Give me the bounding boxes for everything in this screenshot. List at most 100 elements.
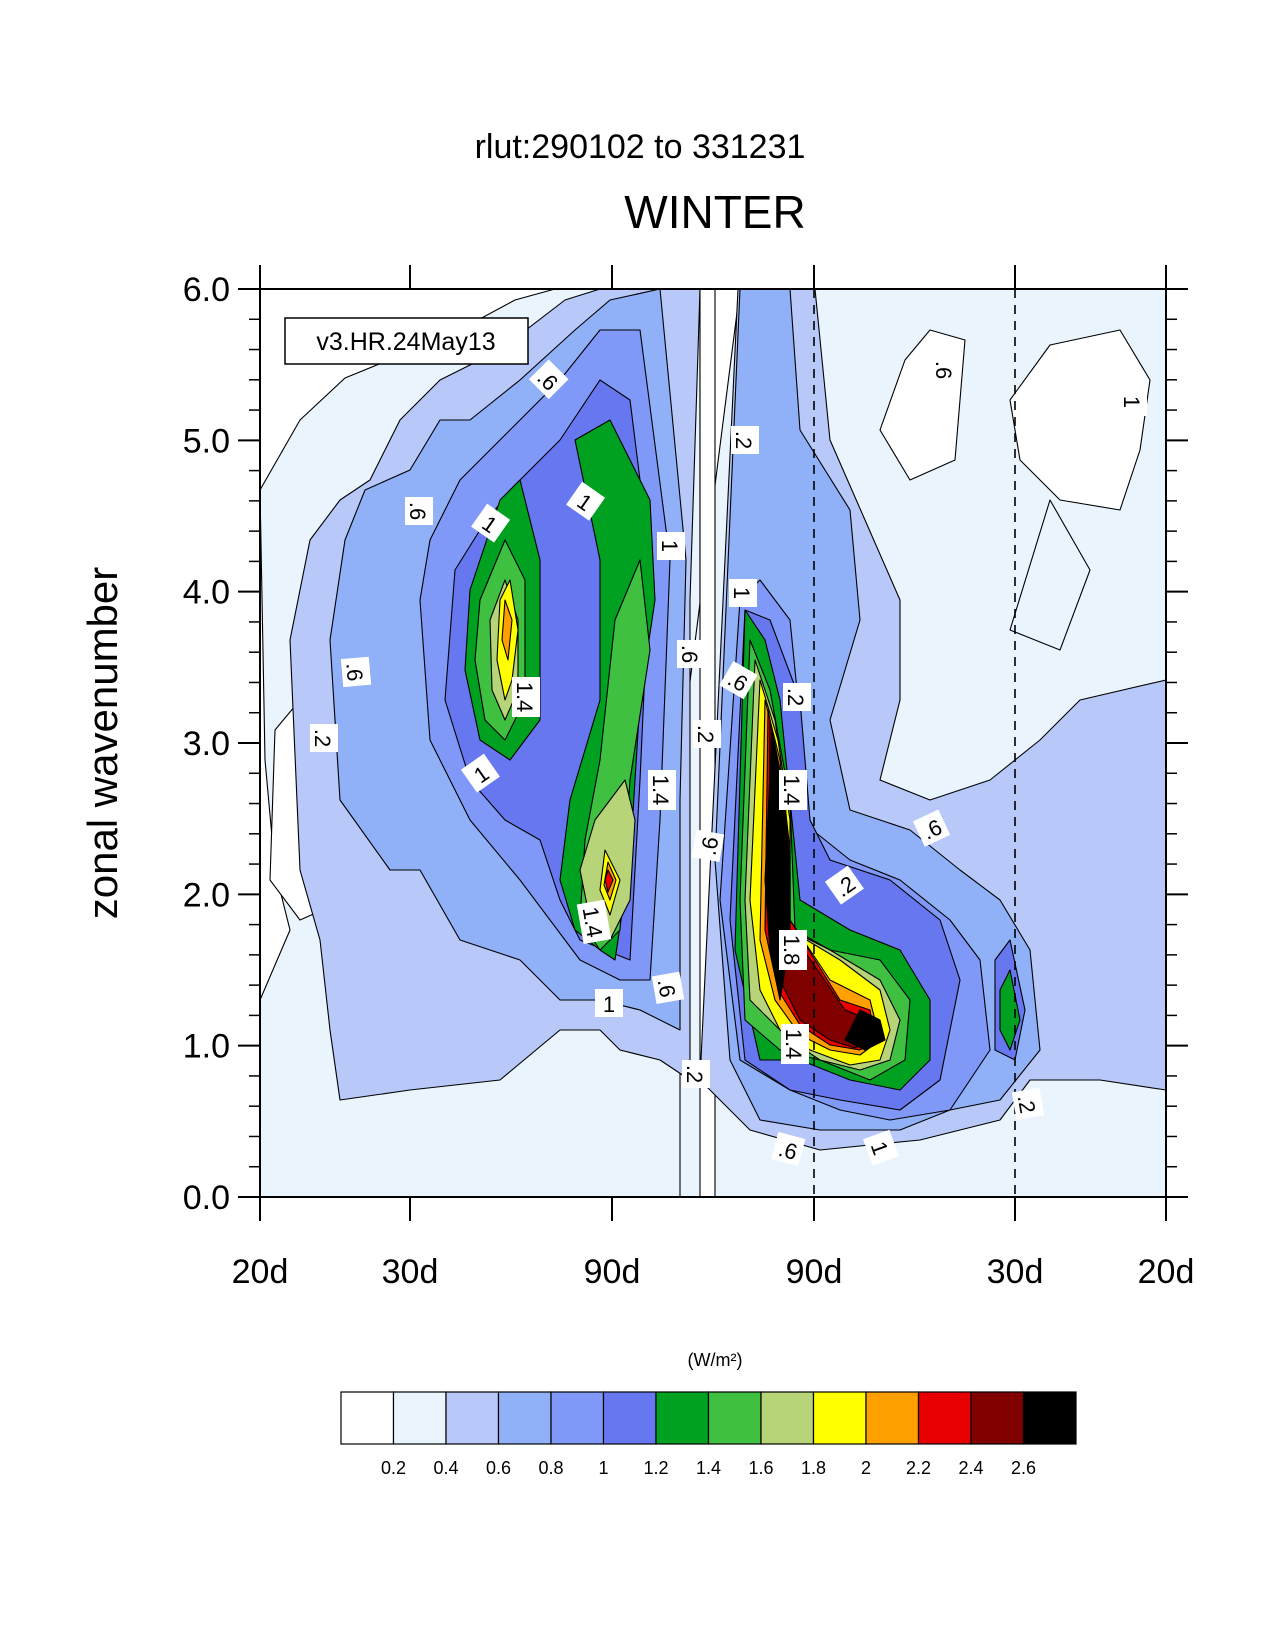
contour-label-text: 1 [729,587,754,599]
contour-label: .6 [912,809,951,847]
x-tick-label: 30d [987,1253,1044,1291]
contour-label-box [648,770,676,810]
contour-label: 1 [595,989,623,1017]
contour-label-box [729,579,757,607]
contour-label: .6 [691,829,725,863]
colorbar-cell [1022,1391,1077,1445]
contour-label-text: 1.4 [648,775,673,806]
contour-label-text: .2 [693,725,718,743]
colorbar-units: (W/m²) [688,1350,743,1370]
contour-label-box [693,720,721,748]
contour-label-box [677,640,705,668]
contour-band [501,599,513,661]
colorbar-tick-label: 1.4 [696,1458,721,1478]
contour-label-box [691,829,725,863]
contour-label-box [771,1131,806,1167]
y-tick-label: 6.0 [183,271,230,309]
contour-label-box [340,656,372,688]
contour-hole [1009,329,1151,511]
contour-hole [1009,499,1091,651]
contour-label-box [682,1060,710,1088]
y-axis: 0.0 1.0 2.0 3.0 4.0 5.0 6.0 [183,271,1188,1217]
y-tick-label: 4.0 [183,574,230,612]
contour-label: 1.4 [576,899,612,944]
colorbar-tick-label: 2.2 [906,1458,931,1478]
x-tick-label: 90d [786,1253,843,1291]
x-tick-label: 20d [232,1253,289,1291]
contour-label: 1.4 [779,770,807,810]
contour-label-box [512,677,540,717]
contour-label-text: .2 [1013,1093,1041,1115]
contour-label-box [576,899,612,944]
y-tick-label: 5.0 [183,422,230,460]
colorbar-cell [497,1391,552,1445]
annotation-text: v3.HR.24May13 [316,328,495,356]
contour-label: .6 [719,661,758,700]
contour-label-text: .6 [341,662,368,682]
contour-label-box [460,753,500,793]
contour-label-box [310,724,338,752]
contour-label-text: 1.4 [578,905,608,939]
contour-label-text: 1.8 [779,935,804,966]
contour-label-text: 1.4 [512,682,537,713]
y-tick-label: 3.0 [183,725,230,763]
contour-label-text: .6 [696,835,724,857]
contour-label: .2 [310,724,338,752]
contour-label-box [595,989,623,1017]
contour-label-box [405,497,433,525]
colorbar-cell [445,1391,500,1445]
colorbar-cell [970,1391,1025,1445]
contour-label: 1.4 [781,1024,809,1064]
annotation-box: v3.HR.24May13 [284,317,529,365]
contour-label-text: .2 [310,729,335,747]
contour-label: .2 [693,720,721,748]
contour-label: 1.8 [779,930,807,970]
colorbar-tick-label: 0.8 [538,1458,563,1478]
y-tick-label: 2.0 [183,876,230,914]
contour-label-text: .2 [682,1065,707,1083]
contour-label-text: 1.4 [779,775,804,806]
contour-label-box [471,503,511,543]
colorbar-tick-label: 1 [598,1458,608,1478]
contour-label-box [931,356,959,384]
contour-label: .6 [405,497,433,525]
contour-label-box [1119,388,1147,416]
contour-band [844,1009,886,1051]
contour-label: 1.4 [648,770,676,810]
y-tick-label: 0.0 [183,1179,230,1217]
colorbar-tick-label: 2 [861,1458,871,1478]
colorbar: 0.2 0.4 0.6 0.8 1 1.2 1.4 1.6 1.8 2 2.2 2.4 2.6 [340,1391,1077,1478]
contour-label: 1.4 [512,677,540,717]
contour-label-box [824,865,864,905]
contour-label: 1 [566,481,606,521]
contour-label-text: 1 [1119,396,1144,408]
colorbar-tick-label: 1.8 [801,1458,826,1478]
colorbar-cell [760,1391,815,1445]
x-tick-label: 30d [382,1253,439,1291]
colorbar-tick-label: 2.6 [1011,1458,1036,1478]
colorbar-tick-label: 1.6 [748,1458,773,1478]
contour-label-box [731,426,759,454]
contour-label-box [912,809,951,847]
contour-label: 1 [460,753,500,793]
contour-label-box [651,971,685,1005]
contour-label-box [781,1024,809,1064]
contour-label: 1 [729,579,757,607]
contour-label-box [779,770,807,810]
colorbar-tick-label: 0.2 [381,1458,406,1478]
colorbar-cell [707,1391,762,1445]
contour-label: 1 [1119,388,1147,416]
contour-label-text: 1.4 [781,1029,806,1060]
colorbar-tick-label: 0.4 [433,1458,458,1478]
chart-title: WINTER [624,186,805,238]
colorbar-cell [340,1391,395,1445]
x-axis: 20d 30d 90d 90d 30d 20d [232,265,1194,1291]
contour-label: 1 [862,1129,899,1166]
contour-label-box [1011,1087,1045,1121]
chart-subtitle: rlut:290102 to 331231 [475,128,806,166]
contour-label-box [779,930,807,970]
contour-band [604,869,614,893]
colorbar-cell [602,1391,657,1445]
y-tick-label: 1.0 [183,1028,230,1066]
